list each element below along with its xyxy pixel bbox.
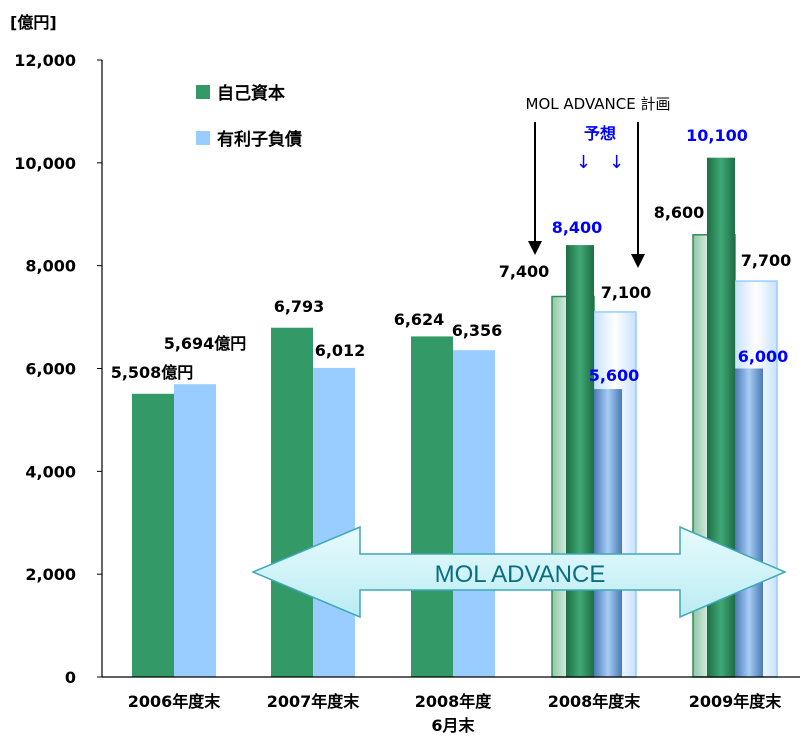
mol-advance-banner: MOL ADVANCE (251, 525, 787, 619)
category-label: 2008年度 (415, 692, 493, 711)
y-tick-label: 6,000 (25, 360, 76, 379)
plan-arrow-right-head (631, 254, 645, 268)
label-equity-forecast: 10,100 (686, 126, 748, 145)
label-debt: 6,012 (315, 341, 366, 360)
label-equity: 6,793 (274, 297, 325, 316)
label-equity-plan: 8,600 (654, 203, 705, 222)
category-label: 2008年度末 (548, 692, 642, 711)
forecast-arrows: ↓ ↓ (576, 152, 624, 173)
bar-debt-forecast (594, 389, 622, 677)
bar-debt (453, 350, 495, 677)
y-tick-label: 4,000 (25, 462, 76, 481)
label-equity: 6,624 (394, 310, 445, 329)
y-tick-label: 8,000 (25, 257, 76, 276)
plan-arrow-left-head (528, 241, 542, 255)
y-axis-ticks: 0 2,000 4,000 6,000 8,000 10,000 12,000 (14, 51, 102, 687)
y-unit-label: [億円] (10, 13, 57, 32)
bar-equity-forecast (566, 245, 594, 677)
legend-label-debt: 有利子負債 (217, 129, 302, 150)
y-tick-label: 0 (65, 668, 76, 687)
category-label: 2009年度末 (689, 692, 783, 711)
plan-annotation: MOL ADVANCE 計画 (526, 95, 671, 113)
bar-equity (271, 327, 313, 677)
label-equity-plan: 7,400 (499, 262, 550, 281)
label-debt-forecast: 6,000 (738, 347, 789, 366)
label-debt-plan: 7,100 (601, 283, 652, 302)
label-debt: 5,694億円 (164, 334, 247, 353)
bar-debt (313, 367, 355, 677)
legend-label-equity: 自己資本 (217, 83, 285, 104)
y-tick-label: 10,000 (14, 154, 76, 173)
bar-equity (411, 336, 453, 677)
bar-debt (174, 384, 216, 677)
bars (132, 157, 778, 678)
legend-swatch-equity (196, 85, 210, 99)
double-arrow-shape (251, 525, 787, 619)
y-tick-label: 2,000 (25, 565, 76, 584)
label-debt: 6,356 (452, 321, 503, 340)
forecast-annotation: 予想 (584, 124, 616, 143)
data-labels: 5,508億円 5,694億円 6,793 6,012 6,624 6,356 7,400 8… (111, 126, 792, 385)
axes (101, 60, 800, 678)
category-label-line2: 6月末 (431, 716, 475, 735)
category-label: 2007年度末 (267, 692, 361, 711)
y-tick-label: 12,000 (14, 51, 76, 70)
category-label: 2006年度末 (128, 692, 222, 711)
category-labels: 2006年度末 2007年度末 2008年度 6月末 2008年度末 2009年度末 (128, 692, 783, 735)
bar-equity (132, 393, 174, 677)
label-equity-forecast: 8,400 (552, 218, 603, 237)
label-debt-forecast: 5,600 (589, 366, 640, 385)
bar-debt-forecast (735, 368, 763, 677)
label-debt-plan: 7,700 (741, 251, 792, 270)
legend-swatch-debt (196, 131, 210, 145)
label-equity: 5,508億円 (111, 363, 194, 382)
banner-label: MOL ADVANCE (435, 561, 606, 588)
